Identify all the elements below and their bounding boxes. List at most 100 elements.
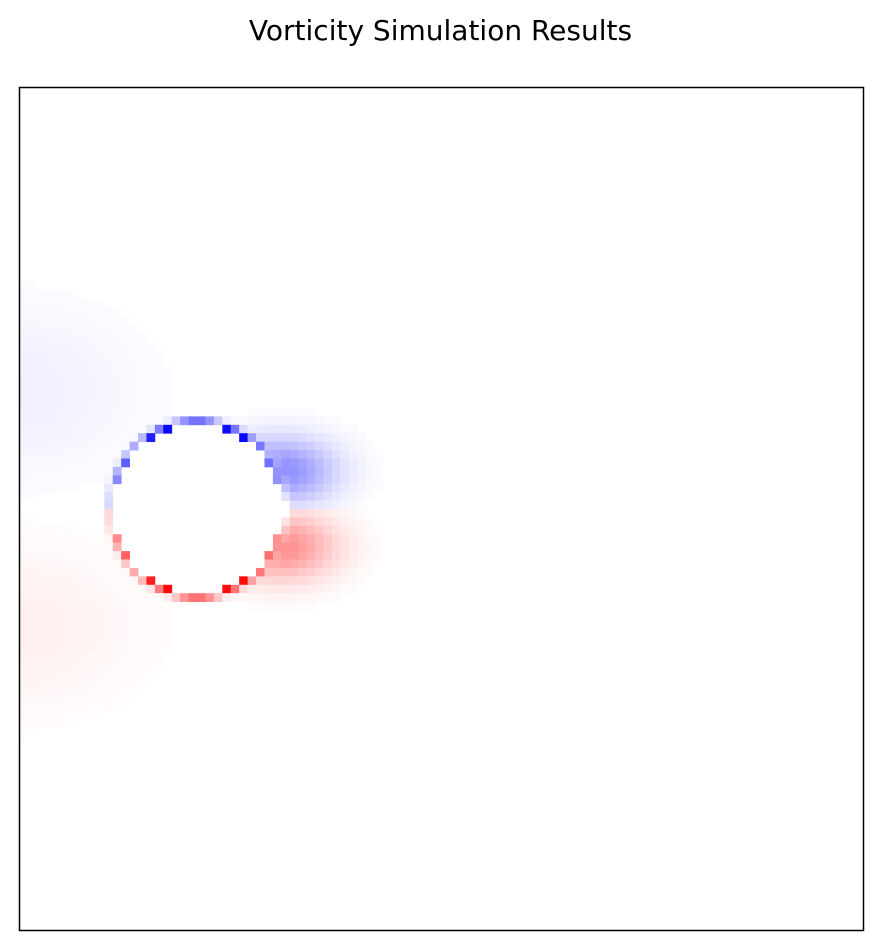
heatmap-cell [121,610,130,619]
heatmap-cell [79,543,88,552]
heatmap-cell [28,290,37,299]
heatmap-cell [37,324,46,333]
heatmap-cell [138,374,147,383]
heatmap-cell [96,299,105,308]
heatmap-cell [62,324,71,333]
heatmap-cell [62,400,71,409]
heatmap-cell [79,593,88,602]
heatmap-cell [28,442,37,451]
heatmap-cell [332,576,341,585]
heatmap-cell [37,383,46,392]
heatmap-cell [323,576,332,585]
heatmap-cell [104,484,113,493]
heatmap-cell [71,400,80,409]
heatmap-cell [281,408,290,417]
heatmap-cell [20,644,29,653]
heatmap-cell [62,475,71,484]
heatmap-cell [138,366,147,375]
heatmap-cell [37,593,46,602]
heatmap-cell [20,720,29,729]
heatmap-cell [121,568,130,577]
heatmap-cell [113,416,122,425]
heatmap-cell [130,585,139,594]
heatmap-cell [54,627,63,636]
heatmap-cell [332,551,341,560]
heatmap-cell [96,416,105,425]
heatmap-cell [79,408,88,417]
heatmap-cell [138,593,147,602]
heatmap-cell [45,299,54,308]
heatmap-cell [104,349,113,358]
heatmap-cell [340,543,349,552]
heatmap-cell [20,282,29,291]
heatmap-cell [290,442,299,451]
heatmap-cell [37,425,46,434]
heatmap-cell [323,458,332,467]
heatmap-cell [273,433,282,442]
heatmap-cell [315,416,324,425]
heatmap-cell [113,644,122,653]
heatmap-cell [37,669,46,678]
heatmap-cell [315,458,324,467]
heatmap-cell [20,450,29,459]
heatmap-cell [62,560,71,569]
heatmap-cell [28,703,37,712]
heatmap-cell [332,509,341,518]
heatmap-cell [138,677,147,686]
heatmap-cell [366,458,375,467]
heatmap-cell [96,551,105,560]
heatmap-cell [87,669,96,678]
heatmap-cell [290,560,299,569]
heatmap-cell [138,349,147,358]
heatmap-cell [20,661,29,670]
heatmap-cell [332,467,341,476]
heatmap-cell [54,484,63,493]
heatmap-cell [62,652,71,661]
heatmap-cell [71,669,80,678]
heatmap-cell [130,618,139,627]
heatmap-cell [87,408,96,417]
heatmap-cell [104,635,113,644]
heatmap-cell [71,694,80,703]
heatmap-cell [28,720,37,729]
heatmap-cell [37,576,46,585]
heatmap-cell [113,391,122,400]
heatmap-cell [155,383,164,392]
heatmap-cell [96,652,105,661]
heatmap-cell [146,357,155,366]
heatmap-cell [130,593,139,602]
heatmap-cell [54,686,63,695]
heatmap-cell [307,450,316,459]
heatmap-cell [113,610,122,619]
heatmap-cell [366,442,375,451]
heatmap-cell [71,585,80,594]
heatmap-cell [28,400,37,409]
heatmap-cell [96,349,105,358]
heatmap-cell [62,458,71,467]
heatmap-cell [54,475,63,484]
heatmap-cell [290,543,299,552]
heatmap-cell [87,349,96,358]
heatmap-cell [290,593,299,602]
heatmap-cell [71,602,80,611]
heatmap-cell [130,652,139,661]
heatmap-cell [79,425,88,434]
heatmap-cell [71,526,80,535]
heatmap-cell [37,526,46,535]
heatmap-cell [62,602,71,611]
heatmap-cell [45,644,54,653]
heatmap-cell [121,551,130,560]
heatmap-cell [71,458,80,467]
heatmap-cell [155,391,164,400]
heatmap-cell [71,475,80,484]
heatmap-cell [20,425,29,434]
heatmap-cell [307,433,316,442]
heatmap-cell [298,492,307,501]
heatmap-cell [323,551,332,560]
heatmap-cell [307,517,316,526]
heatmap-cell [121,686,130,695]
heatmap-cell [146,652,155,661]
heatmap-cell [96,442,105,451]
heatmap-cell [54,560,63,569]
heatmap-cell [340,534,349,543]
